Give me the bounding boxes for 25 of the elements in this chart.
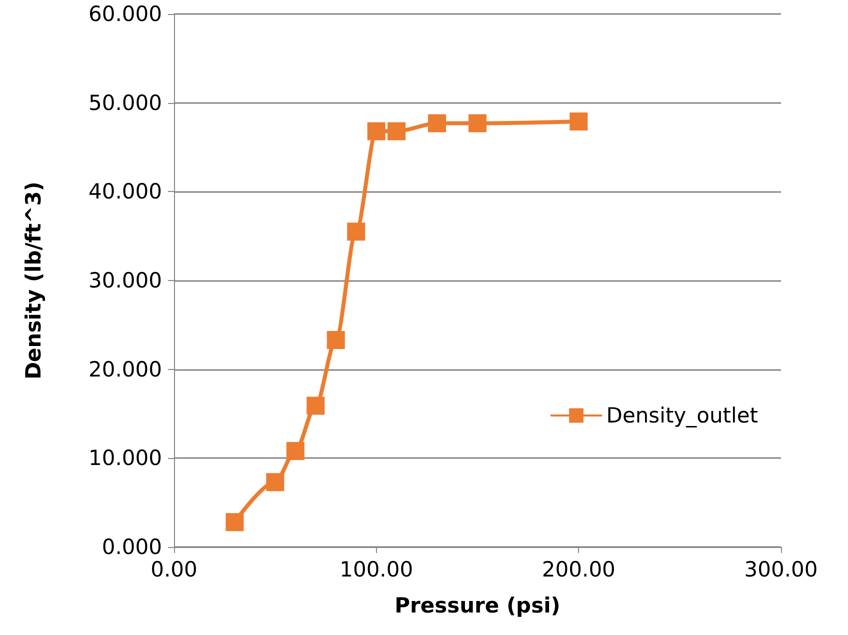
y-tick-label: 10.000	[88, 446, 162, 470]
point	[367, 122, 386, 140]
x-tick-label: 0.00	[150, 558, 198, 582]
x-axis-title: Pressure (psi)	[394, 594, 560, 618]
x-tick-label: 100.00	[340, 558, 414, 582]
y-tick-label: 60.000	[88, 2, 162, 26]
y-tick-label: 50.000	[88, 90, 162, 115]
point	[326, 331, 345, 350]
point	[306, 396, 325, 415]
y-tick-label: 20.000	[88, 357, 162, 382]
point	[388, 122, 406, 140]
y-tick-label: 0.000	[102, 535, 162, 559]
point	[468, 114, 486, 132]
y-tick-label: 30.000	[88, 268, 162, 292]
x-tick-label: 200.00	[542, 558, 616, 582]
x-tick-label: 300.00	[744, 558, 818, 582]
legend-label: Density_outlet	[606, 404, 758, 428]
y-tick-label: 40.000	[88, 180, 162, 204]
point	[428, 114, 446, 132]
point	[226, 513, 244, 532]
y-axis-title: Density (lb/ft^3)	[22, 182, 46, 380]
point	[266, 473, 284, 492]
point	[286, 442, 304, 460]
point	[347, 222, 366, 241]
point	[570, 112, 588, 130]
